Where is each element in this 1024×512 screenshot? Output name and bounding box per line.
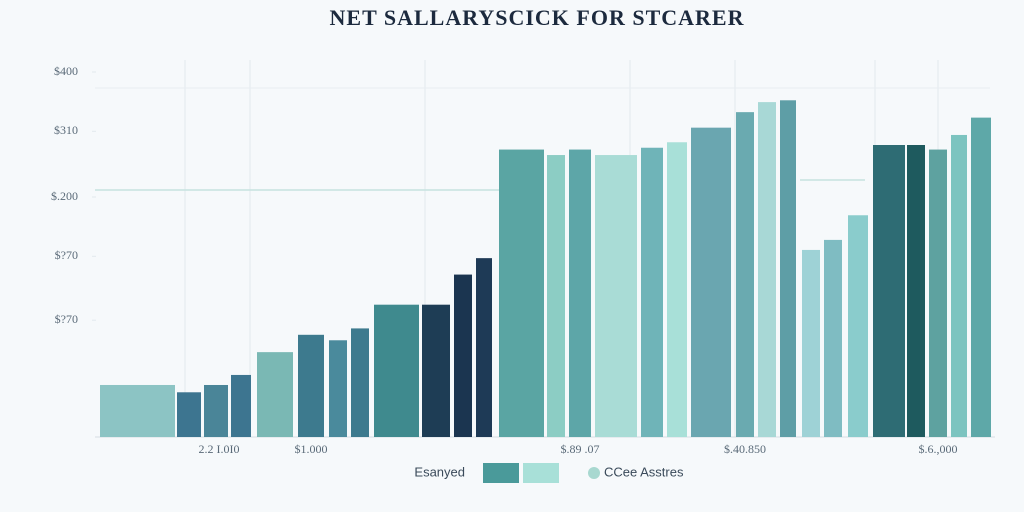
y-tick-label: $310 (54, 123, 78, 137)
bar (667, 142, 687, 437)
y-tick-label: $400 (54, 64, 78, 78)
chart-title: NET SALLARYSCICK FOR STCARER (330, 5, 745, 30)
bar (848, 215, 868, 437)
bar (422, 304, 450, 437)
x-tick-label: $.6.,000 (919, 442, 958, 456)
bar (257, 352, 293, 437)
bar (298, 334, 324, 437)
x-tick-label: $.40.850 (724, 442, 766, 456)
bar (547, 155, 565, 437)
bar (569, 149, 591, 437)
bar (641, 147, 663, 438)
legend-swatch (523, 463, 559, 483)
bar (736, 112, 754, 438)
y-tick-label: $?70 (55, 312, 78, 326)
x-tick-label: $.89 .07 (561, 442, 600, 456)
bar (454, 274, 472, 437)
bar (691, 127, 731, 437)
bar (231, 374, 251, 437)
bar (824, 239, 842, 437)
bar (802, 249, 820, 437)
bar (929, 149, 947, 437)
x-tick-label: $1.000 (295, 442, 328, 456)
y-tick-label: $?70 (55, 248, 78, 262)
bar (499, 149, 544, 437)
legend-label: Esanyed (414, 464, 465, 479)
legend-swatch (588, 467, 600, 479)
bar (907, 145, 925, 437)
bar (873, 145, 905, 437)
bar (971, 117, 991, 437)
bar (374, 304, 419, 437)
bar (204, 384, 228, 437)
legend-swatch (483, 463, 519, 483)
bar (329, 340, 347, 437)
bar (780, 100, 796, 437)
x-tick-label: 2.2 I.0I0 (199, 442, 240, 456)
y-tick-label: $.200 (51, 189, 78, 203)
bar (177, 392, 201, 437)
bar (758, 102, 776, 438)
bar (476, 258, 492, 437)
bar (351, 328, 369, 437)
bar (595, 155, 637, 437)
bar (100, 384, 175, 437)
legend-label: CCee Asstres (604, 464, 684, 479)
bar (951, 134, 967, 437)
